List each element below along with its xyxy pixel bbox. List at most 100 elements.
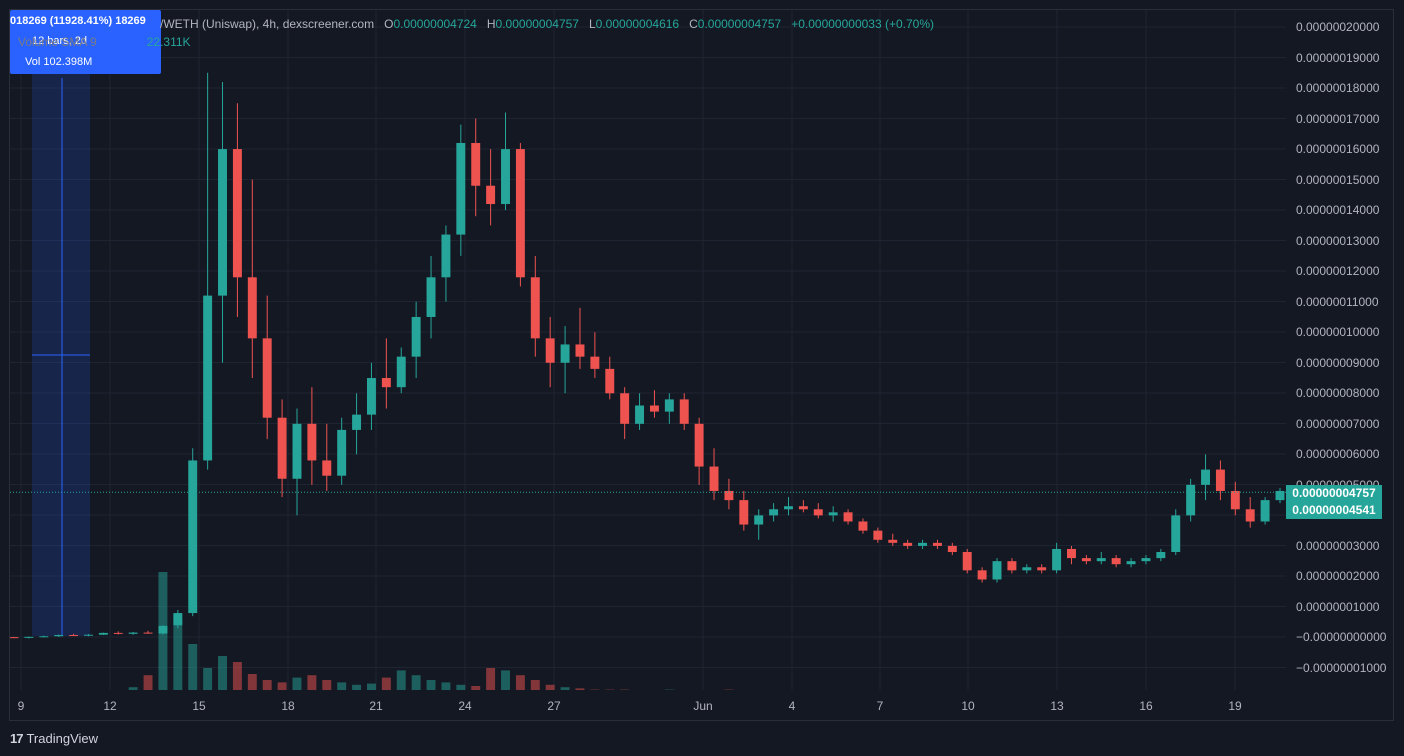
measure-volume: Vol 102.398M [25,56,93,68]
price-tick-label: 0.00000017000 [1296,111,1380,126]
candle-body [635,405,645,424]
volume-bar [232,662,242,690]
candle-body [1141,558,1151,562]
price-tick-label: 0.00000015000 [1296,172,1380,187]
volume-bar [456,684,466,690]
volume-bar [143,675,153,690]
candle-body [664,399,674,412]
candle-body [754,515,764,525]
candle-body [1126,561,1136,565]
candle-body [798,506,808,510]
date-tick-label: 7 [876,699,884,713]
date-tick-label: 27 [547,699,561,713]
date-tick-label: 12 [103,699,117,713]
candle-body [486,185,496,205]
volume-bar [247,674,257,690]
volume-bar [366,683,376,690]
volume-sma-label[interactable]: Volume SMA 9 [18,35,97,49]
volume-bar [337,682,347,690]
candle-body [203,295,213,461]
candle-body [1245,509,1255,522]
candle-body [218,149,227,296]
candle-body [977,570,987,580]
candle-body [232,149,242,278]
price-tick-label: −0.00000001000 [1296,660,1387,675]
candle-body [992,561,1002,580]
candle-body [709,466,719,491]
volume-bar [560,687,570,690]
candle-body [1052,548,1062,571]
volume-bar [411,675,421,690]
candle-body [784,506,793,510]
candle-body [84,634,93,636]
volume-bar [158,572,168,690]
price-tick-label: 0.00000001000 [1296,599,1380,614]
volume-bar [441,682,451,690]
high-value: 0.00000004757 [495,17,579,31]
candle-body [1096,558,1106,562]
candle-body [858,521,868,531]
volume-legend: Volume SMA 9 22.311K [18,35,191,49]
date-tick-label: Jun [693,699,713,713]
candle-body [1215,469,1225,491]
candle-body [932,542,942,546]
tradingview-brand: TradingView [26,731,99,746]
volume-bar [486,668,496,690]
candle-body [501,149,510,205]
date-tick-label: 16 [1139,699,1153,713]
price-tick-label: 0.00000002000 [1296,569,1380,583]
volume-bar [352,684,362,690]
candle-body [545,338,555,363]
low-key: L [588,17,596,31]
candle-body [366,378,376,415]
candle-body [694,423,704,467]
date-tick-label: 19 [1228,699,1242,713]
candlestick-chart[interactable] [10,10,1286,690]
price-tick-label: 0.00000003000 [1296,538,1380,553]
candle-body [1081,558,1091,562]
price-tick-label: 0.00000006000 [1296,447,1380,461]
volume-bar [515,675,525,690]
candle-body [113,632,123,634]
candle-body [1201,469,1210,485]
date-tick-label: 9 [17,699,25,713]
candle-body [471,142,481,186]
candle-body [54,635,64,637]
ohlc-legend: /WETH (Uniswap), 4h, dexscreener.com O0.… [160,17,934,31]
candle-body [411,316,421,357]
price-tick-label: 0.00000007000 [1296,416,1380,431]
volume-bar [530,680,540,690]
date-tick-label: 10 [961,699,975,713]
candle-body [679,399,689,424]
high-key: H [486,17,496,31]
volume-bar [173,620,183,690]
price-tick-label: 0.00000011000 [1296,294,1379,309]
date-tick-label: 15 [192,699,206,713]
volume-bar [501,670,510,690]
volume-bar [188,644,198,690]
volume-bar [128,687,138,690]
candle-body [307,423,317,461]
candle-body [947,545,957,553]
date-tick-label: 18 [281,699,295,713]
measure-tooltip: 018269 (11928.41%) 18269 12 bars, 2d Vol… [10,10,161,74]
price-tick-label: 0.00000013000 [1296,233,1380,248]
candle-body [1067,548,1076,559]
secondary-price-tag: 0.00000004541 [1286,502,1382,519]
symbol-title[interactable]: /WETH (Uniswap), 4h, dexscreener.com [160,17,375,31]
candle-body [530,277,540,339]
candle-body [649,405,659,412]
volume-bar [218,656,227,690]
candle-body [813,509,823,516]
candle-body [456,142,466,235]
candle-body [843,512,853,522]
tradingview-mark-icon: 17 [10,731,24,746]
candle-body [247,277,257,339]
candle-body [590,356,600,369]
volume-sma-value: 22.311K [146,35,191,49]
price-tick-label: 0.00000018000 [1296,81,1380,95]
volume-bar [277,682,287,690]
candle-body [873,530,883,540]
tradingview-logo[interactable]: 17 TradingView [10,731,98,746]
low-value: 0.00000004616 [595,17,680,31]
